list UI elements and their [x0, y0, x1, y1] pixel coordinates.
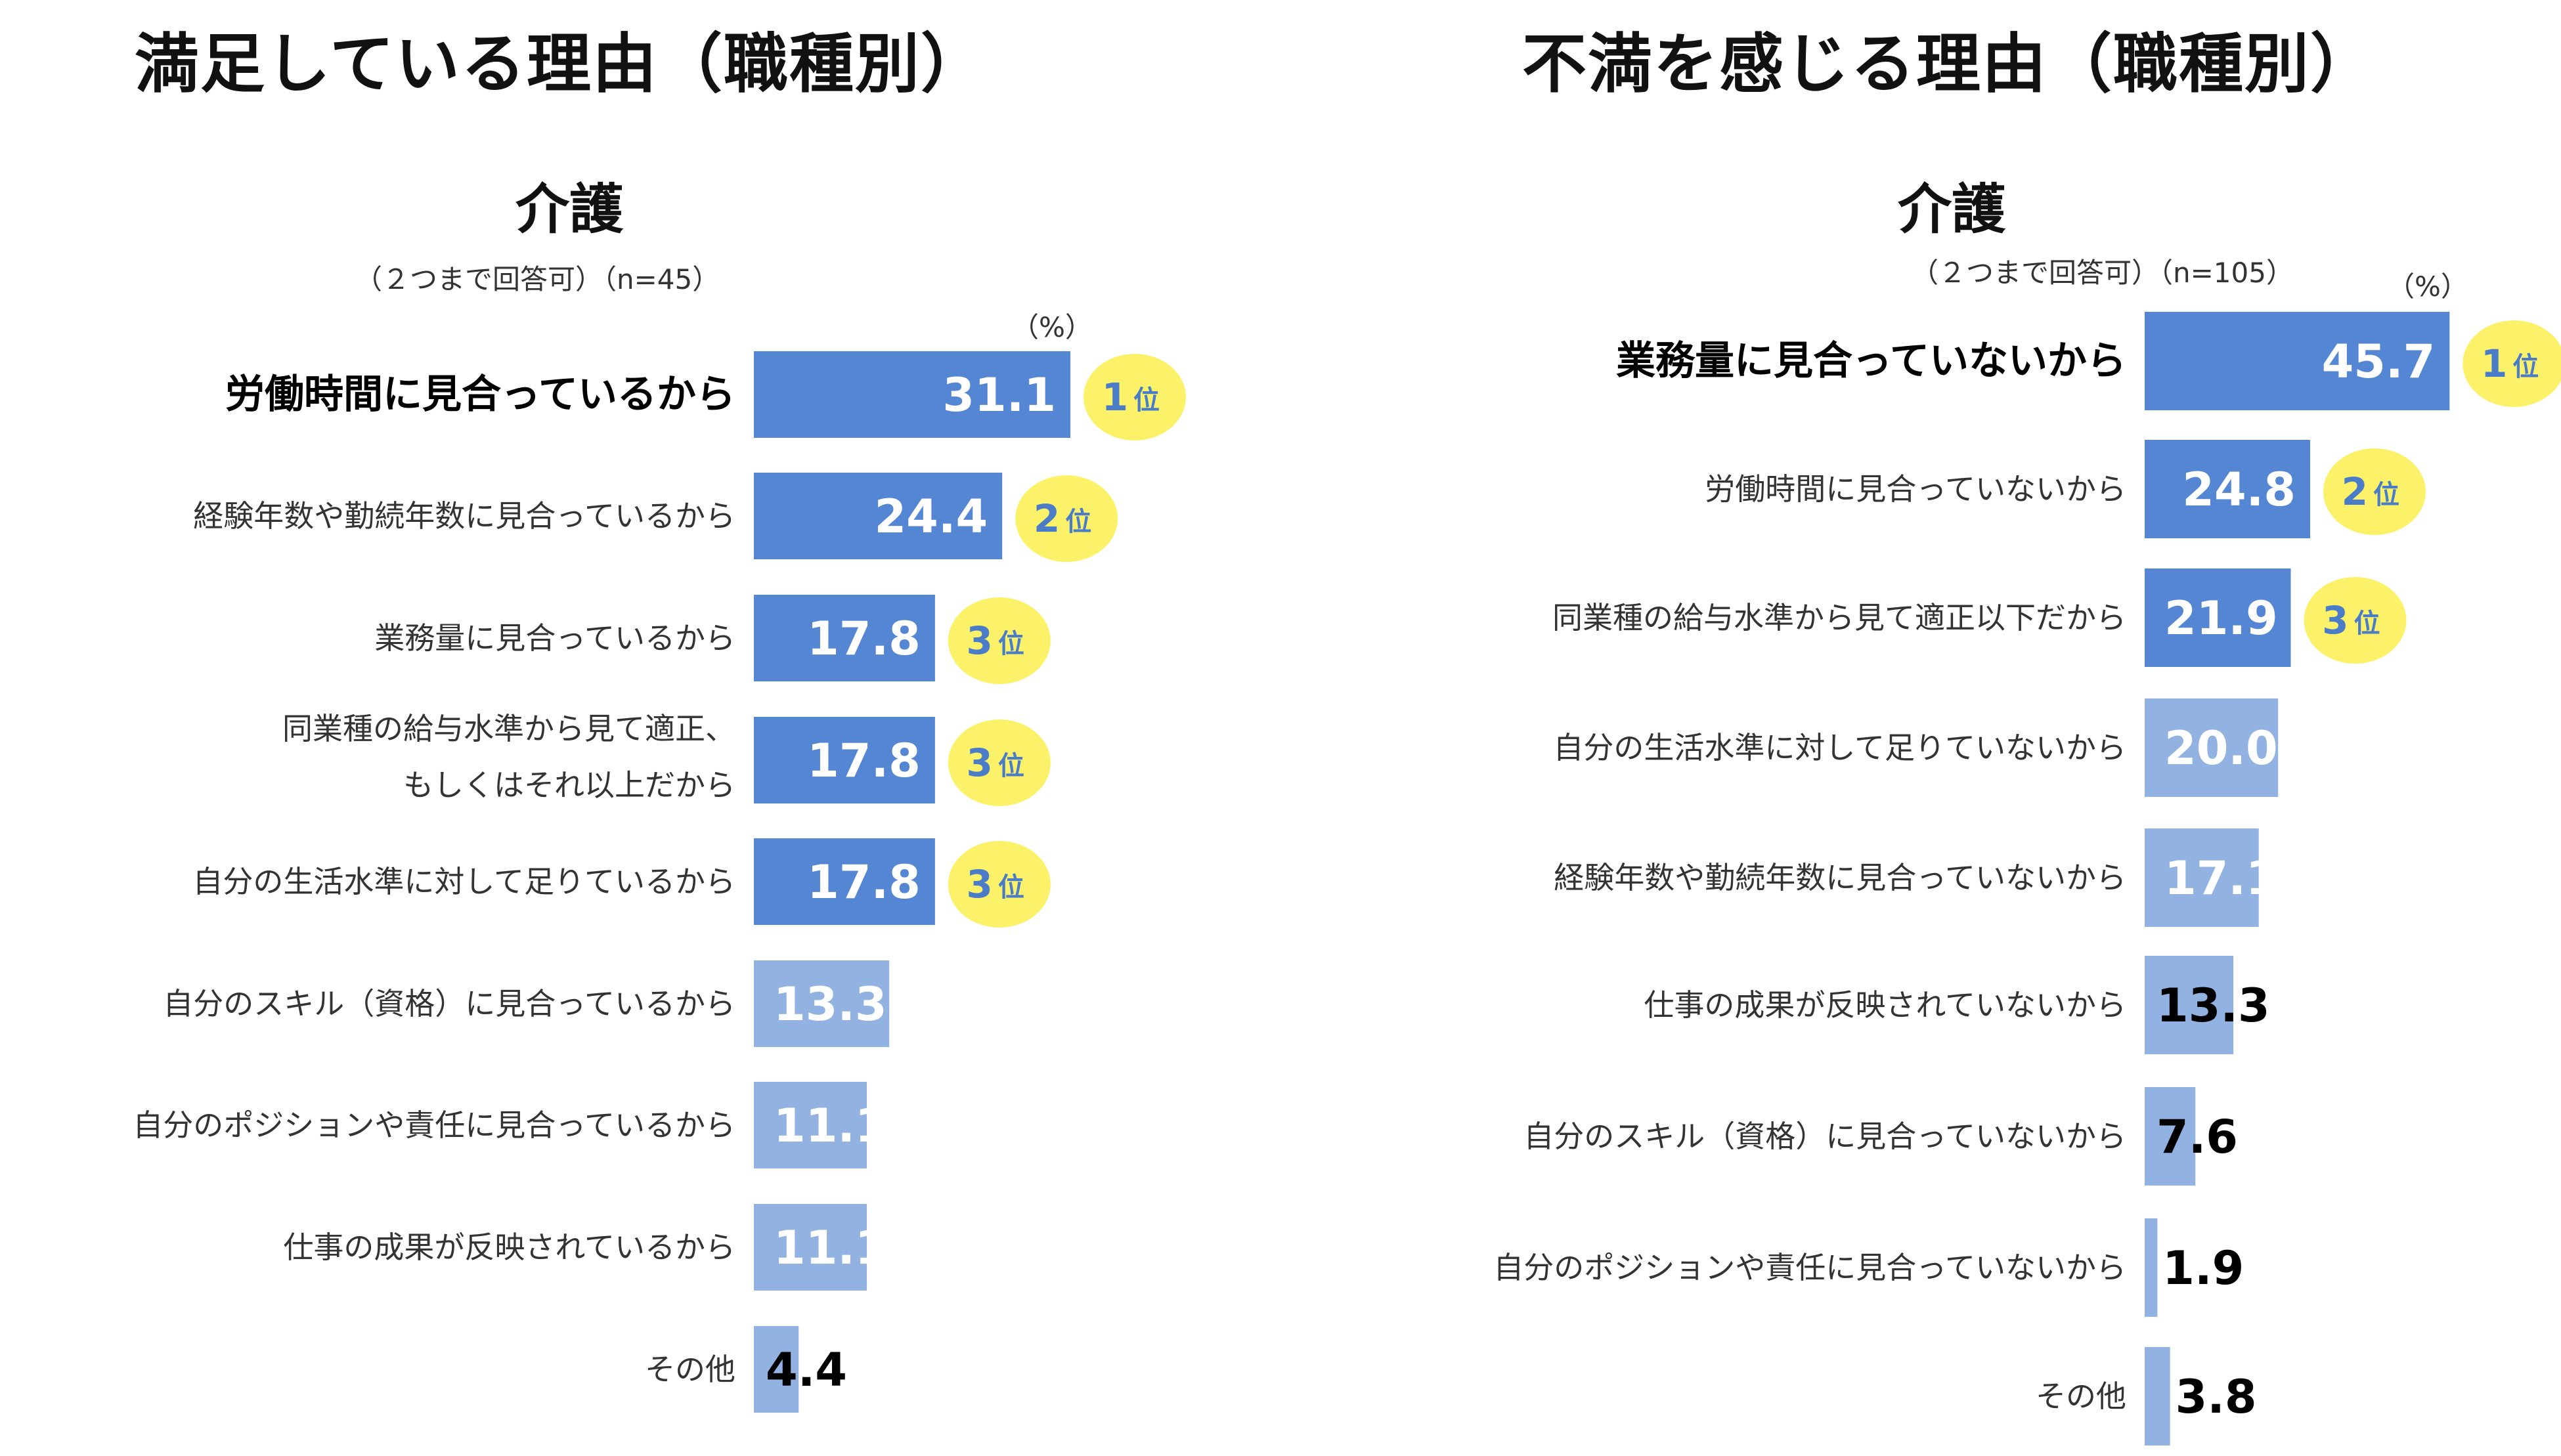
category-label: 自分の生活水準に対して足りていないから: [1553, 730, 2126, 765]
value-label: 7.6: [2156, 1110, 2238, 1164]
bar: [754, 351, 1071, 438]
dissatisfaction-title: 不満を感じる理由（職種別）: [1522, 27, 2376, 102]
category-label: 業務量に見合っているから: [374, 620, 735, 656]
category-label: 自分のポジションや責任に見合っているから: [133, 1107, 735, 1143]
bar: [2145, 440, 2310, 538]
category-label: 経験年数や勤続年数に見合っていないから: [1554, 860, 2126, 895]
rank-number: 3: [967, 862, 993, 907]
value-label: 3.8: [2176, 1370, 2257, 1424]
value-label: 24.8: [2182, 463, 2296, 517]
category-label: 自分のスキル（資格）に見合っていないから: [1523, 1119, 2126, 1154]
bar: [754, 1082, 867, 1168]
category-label: 同業種の給与水準から見て適正、もしくはそれ以上だから: [282, 711, 735, 803]
value-label: 45.7: [2322, 335, 2436, 389]
bar: [754, 473, 1003, 559]
rank-suffix: 位: [998, 872, 1024, 903]
bar: [2145, 698, 2279, 797]
rank-number: 2: [2342, 469, 2368, 514]
rank-number: 3: [967, 618, 993, 663]
dissatisfaction-unit: （%）: [2387, 270, 2468, 303]
satisfaction-subtitle: 介護: [515, 179, 624, 241]
rank-suffix: 位: [998, 751, 1024, 781]
bar: [2145, 1087, 2196, 1186]
value-label: 17.8: [807, 855, 921, 909]
category-label: 自分の生活水準に対して足りているから: [192, 864, 735, 899]
bar: [754, 1326, 799, 1413]
bar: [754, 1204, 867, 1291]
category-label: 仕事の成果が反映されているから: [283, 1230, 735, 1265]
rank-suffix: 位: [2512, 352, 2539, 382]
value-label: 17.1: [2164, 851, 2278, 905]
category-label: その他: [645, 1352, 735, 1387]
rank-badge: [948, 719, 1051, 806]
rank-badge: [1084, 354, 1187, 440]
bar: [754, 717, 935, 803]
value-label: 21.9: [2164, 591, 2278, 645]
value-label: 4.4: [766, 1343, 847, 1397]
satisfaction-title: 満足している理由（職種別）: [135, 27, 987, 102]
rank-number: 3: [2322, 598, 2348, 643]
category-label: 同業種の給与水準から見て適正以下だから: [1552, 600, 2126, 635]
satisfaction-panel: 満足している理由（職種別） 介護 （２つまで回答可）（n=45） （%） 労働時…: [0, 0, 1280, 1456]
value-label: 17.8: [807, 612, 921, 666]
category-label: 自分のポジションや責任に見合っていないから: [1493, 1250, 2126, 1285]
category-label: 自分のスキル（資格）に見合っているから: [163, 986, 735, 1021]
value-label: 1.9: [2162, 1241, 2244, 1295]
bar: [2145, 568, 2291, 667]
dissatisfaction-subtitle: 介護: [1898, 179, 2006, 241]
category-label: その他: [2036, 1379, 2126, 1414]
rank-badge: [948, 597, 1051, 684]
category-label: 労働時間に見合っているから: [225, 372, 735, 418]
value-label: 13.3: [2156, 979, 2270, 1033]
rank-suffix: 位: [998, 629, 1024, 659]
category-label: 業務量に見合っていないから: [1616, 338, 2126, 384]
bar: [754, 960, 890, 1047]
value-label: 20.0: [2164, 721, 2278, 775]
category-label: 経験年数や勤続年数に見合っているから: [193, 498, 735, 534]
rank-badge: [1015, 475, 1118, 562]
rank-number: 2: [1034, 496, 1060, 541]
value-label: 11.1: [774, 1099, 887, 1153]
bar: [754, 838, 935, 925]
bar: [2145, 956, 2234, 1054]
bar: [2145, 1218, 2158, 1317]
rank-number: 3: [967, 740, 993, 785]
category-label: 仕事の成果が反映されていないから: [1644, 987, 2126, 1023]
bar: [2145, 828, 2259, 927]
rank-suffix: 位: [2373, 480, 2399, 510]
dissatisfaction-note: （２つまで回答可）（n=105）: [1911, 257, 2294, 289]
rank-suffix: 位: [1133, 385, 1160, 416]
rank-number: 1: [2481, 341, 2507, 386]
category-label: 労働時間に見合っていないから: [1705, 471, 2126, 507]
satisfaction-unit: （%）: [1011, 311, 1093, 343]
value-label: 13.3: [774, 977, 887, 1031]
rank-number: 1: [1102, 375, 1128, 419]
satisfaction-note: （２つまで回答可）（n=45）: [355, 263, 720, 295]
rank-suffix: 位: [2354, 609, 2380, 639]
rank-suffix: 位: [1065, 507, 1091, 537]
rank-badge: [2304, 577, 2407, 664]
rank-badge: [2462, 320, 2561, 407]
rank-badge: [948, 841, 1051, 928]
bar: [2145, 312, 2450, 410]
value-label: 11.1: [774, 1221, 887, 1275]
value-label: 31.1: [942, 368, 1056, 422]
bar: [754, 595, 935, 681]
bar: [2145, 1347, 2170, 1445]
value-label: 17.8: [807, 734, 921, 788]
value-label: 24.4: [874, 490, 988, 544]
rank-badge: [2323, 448, 2426, 535]
dissatisfaction-panel: 不満を感じる理由（職種別） 介護 （２つまで回答可）（n=105） （%） 業務…: [1280, 0, 2561, 1456]
